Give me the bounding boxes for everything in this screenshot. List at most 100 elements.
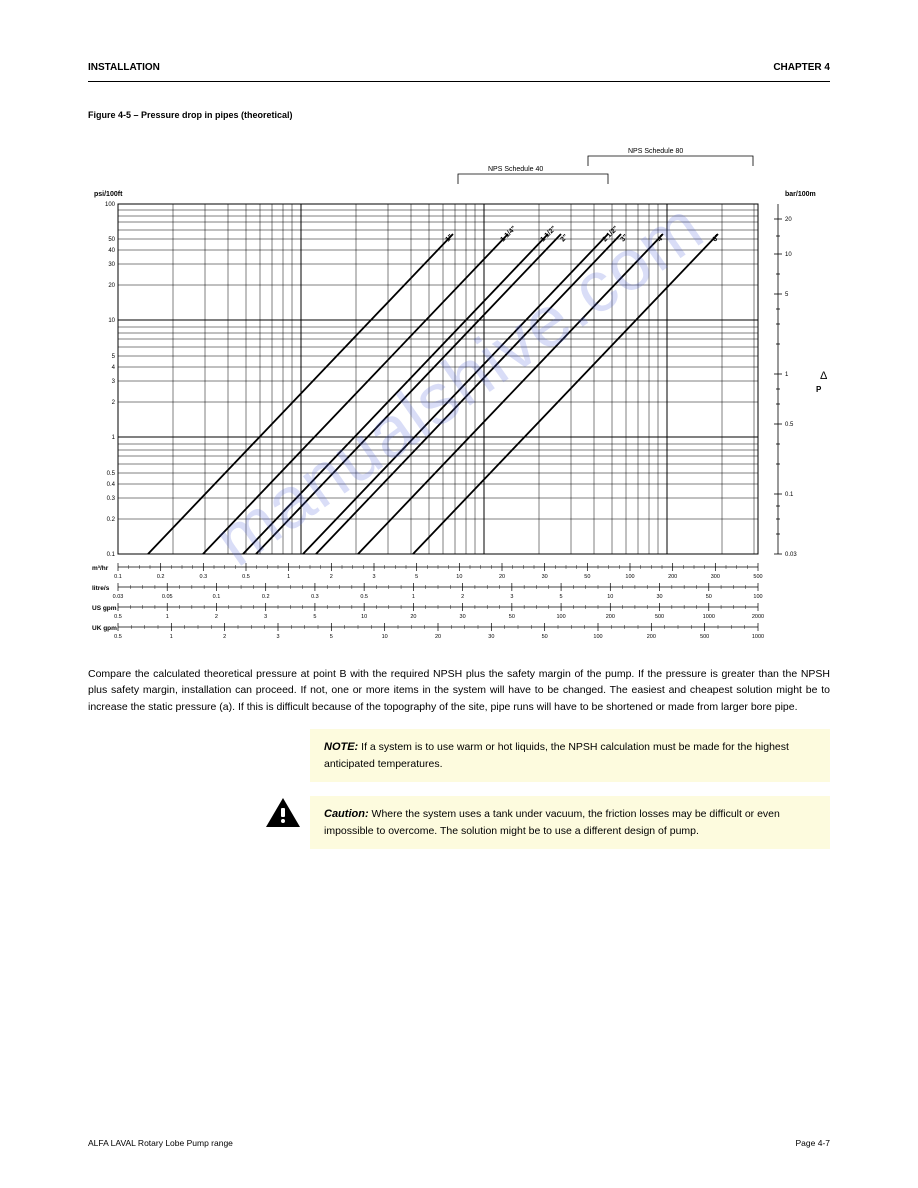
x-tick-label: 30 (542, 574, 548, 580)
x-tick-label: 3 (264, 614, 267, 620)
bracket-1: NPS Schedule 80 (628, 148, 683, 155)
x-tick-label: 10 (382, 634, 388, 640)
svg-text:2: 2 (112, 400, 116, 406)
pressure-drop-chart: 1" 1 1/4" 1 1/2" 2" 2 1/2" 3" 4" 6" NPS … (88, 124, 830, 644)
svg-text:50: 50 (108, 237, 115, 243)
x-tick-label: 0.03 (113, 594, 124, 600)
svg-text:10: 10 (785, 252, 792, 258)
x-tick-label: 0.5 (114, 614, 122, 620)
x-row-label: litre/s (92, 585, 110, 592)
caution-text: Where the system uses a tank under vacuu… (324, 808, 780, 837)
svg-text:0.5: 0.5 (107, 471, 116, 477)
svg-text:1: 1 (785, 372, 789, 378)
svg-text:20: 20 (785, 217, 792, 223)
x-tick-label: 50 (706, 594, 712, 600)
x-tick-label: 0.5 (114, 634, 122, 640)
x-tick-label: 20 (435, 634, 441, 640)
svg-text:0.2: 0.2 (107, 517, 116, 523)
x-tick-label: 100 (753, 594, 762, 600)
x-tick-label: 300 (711, 574, 720, 580)
x-tick-label: 3 (372, 574, 375, 580)
x-tick-label: 3 (510, 594, 513, 600)
figure-title: Figure 4-5 – Pressure drop in pipes (the… (88, 110, 830, 120)
x-tick-label: 100 (556, 614, 565, 620)
caution-label: Caution: (324, 808, 369, 820)
x-tick-label: 1 (170, 634, 173, 640)
x-tick-label: 2 (215, 614, 218, 620)
y-left-unit: psi/100ft (94, 191, 123, 198)
svg-text:0.3: 0.3 (107, 496, 116, 502)
svg-text:4: 4 (112, 365, 116, 371)
svg-text:P: P (816, 385, 822, 394)
x-tick-label: 200 (647, 634, 656, 640)
x-tick-label: 500 (753, 574, 762, 580)
x-tick-label: 0.2 (262, 594, 270, 600)
svg-text:0.1: 0.1 (107, 552, 116, 558)
x-tick-label: 50 (509, 614, 515, 620)
x-tick-label: 0.05 (162, 594, 173, 600)
x-tick-label: 5 (560, 594, 563, 600)
svg-text:100: 100 (105, 202, 116, 208)
x-tick-label: 0.2 (157, 574, 165, 580)
x-tick-label: 50 (584, 574, 590, 580)
x-tick-label: 0.3 (311, 594, 319, 600)
x-tick-label: 200 (606, 614, 615, 620)
footer-left: ALFA LAVAL Rotary Lobe Pump range (88, 1138, 233, 1148)
x-tick-label: 20 (410, 614, 416, 620)
x-row-label: m³/hr (92, 565, 109, 572)
header-right: CHAPTER 4 (773, 62, 830, 73)
x-tick-label: 30 (656, 594, 662, 600)
svg-text:3: 3 (112, 379, 116, 385)
x-tick-label: 5 (313, 614, 316, 620)
x-tick-label: 0.5 (360, 594, 368, 600)
diag-label-7: 6" (711, 233, 721, 243)
svg-text:0.5: 0.5 (785, 422, 794, 428)
x-tick-label: 0.1 (114, 574, 122, 580)
header-rule (88, 81, 830, 82)
svg-text:40: 40 (108, 248, 115, 254)
note-label: NOTE: (324, 741, 358, 753)
x-tick-label: 200 (668, 574, 677, 580)
x-tick-label: 1000 (752, 634, 764, 640)
x-tick-label: 0.3 (200, 574, 208, 580)
svg-text:30: 30 (108, 262, 115, 268)
header-left: INSTALLATION (88, 62, 160, 73)
x-tick-label: 30 (460, 614, 466, 620)
x-tick-label: 2000 (752, 614, 764, 620)
x-row-label: US gpm (92, 605, 117, 612)
x-tick-label: 10 (607, 594, 613, 600)
x-tick-label: 10 (361, 614, 367, 620)
svg-text:0.03: 0.03 (785, 552, 797, 558)
x-tick-label: 500 (655, 614, 664, 620)
svg-text:5: 5 (112, 354, 116, 360)
x-tick-label: 1 (166, 614, 169, 620)
svg-text:0.4: 0.4 (107, 482, 116, 488)
x-tick-label: 2 (330, 574, 333, 580)
x-tick-label: 5 (415, 574, 418, 580)
diag-label-1: 1 1/4" (499, 225, 517, 243)
x-tick-label: 50 (542, 634, 548, 640)
bracket-0: NPS Schedule 40 (488, 166, 543, 173)
delta-p-label: Δ (820, 370, 828, 382)
x-row-label: UK gpm (92, 625, 117, 632)
svg-text:1: 1 (112, 435, 116, 441)
x-tick-label: 20 (499, 574, 505, 580)
x-tick-label: 2 (223, 634, 226, 640)
x-tick-label: 100 (593, 634, 602, 640)
warning-icon (264, 796, 304, 835)
x-tick-label: 0.5 (242, 574, 250, 580)
x-tick-label: 1 (287, 574, 290, 580)
x-tick-label: 3 (276, 634, 279, 640)
x-tick-label: 10 (456, 574, 462, 580)
note-block: NOTE: If a system is to use warm or hot … (310, 729, 830, 782)
x-tick-label: 1000 (703, 614, 715, 620)
svg-text:5: 5 (785, 292, 789, 298)
body-paragraph-1: Compare the calculated theoretical press… (88, 666, 830, 715)
x-tick-label: 1 (412, 594, 415, 600)
x-tick-label: 500 (700, 634, 709, 640)
note-text: If a system is to use warm or hot liquid… (324, 741, 789, 770)
x-tick-label: 0.1 (213, 594, 221, 600)
caution-block: Caution: Where the system uses a tank un… (310, 796, 830, 849)
svg-text:20: 20 (108, 283, 115, 289)
diag-label-4: 2 1/2" (601, 225, 619, 243)
